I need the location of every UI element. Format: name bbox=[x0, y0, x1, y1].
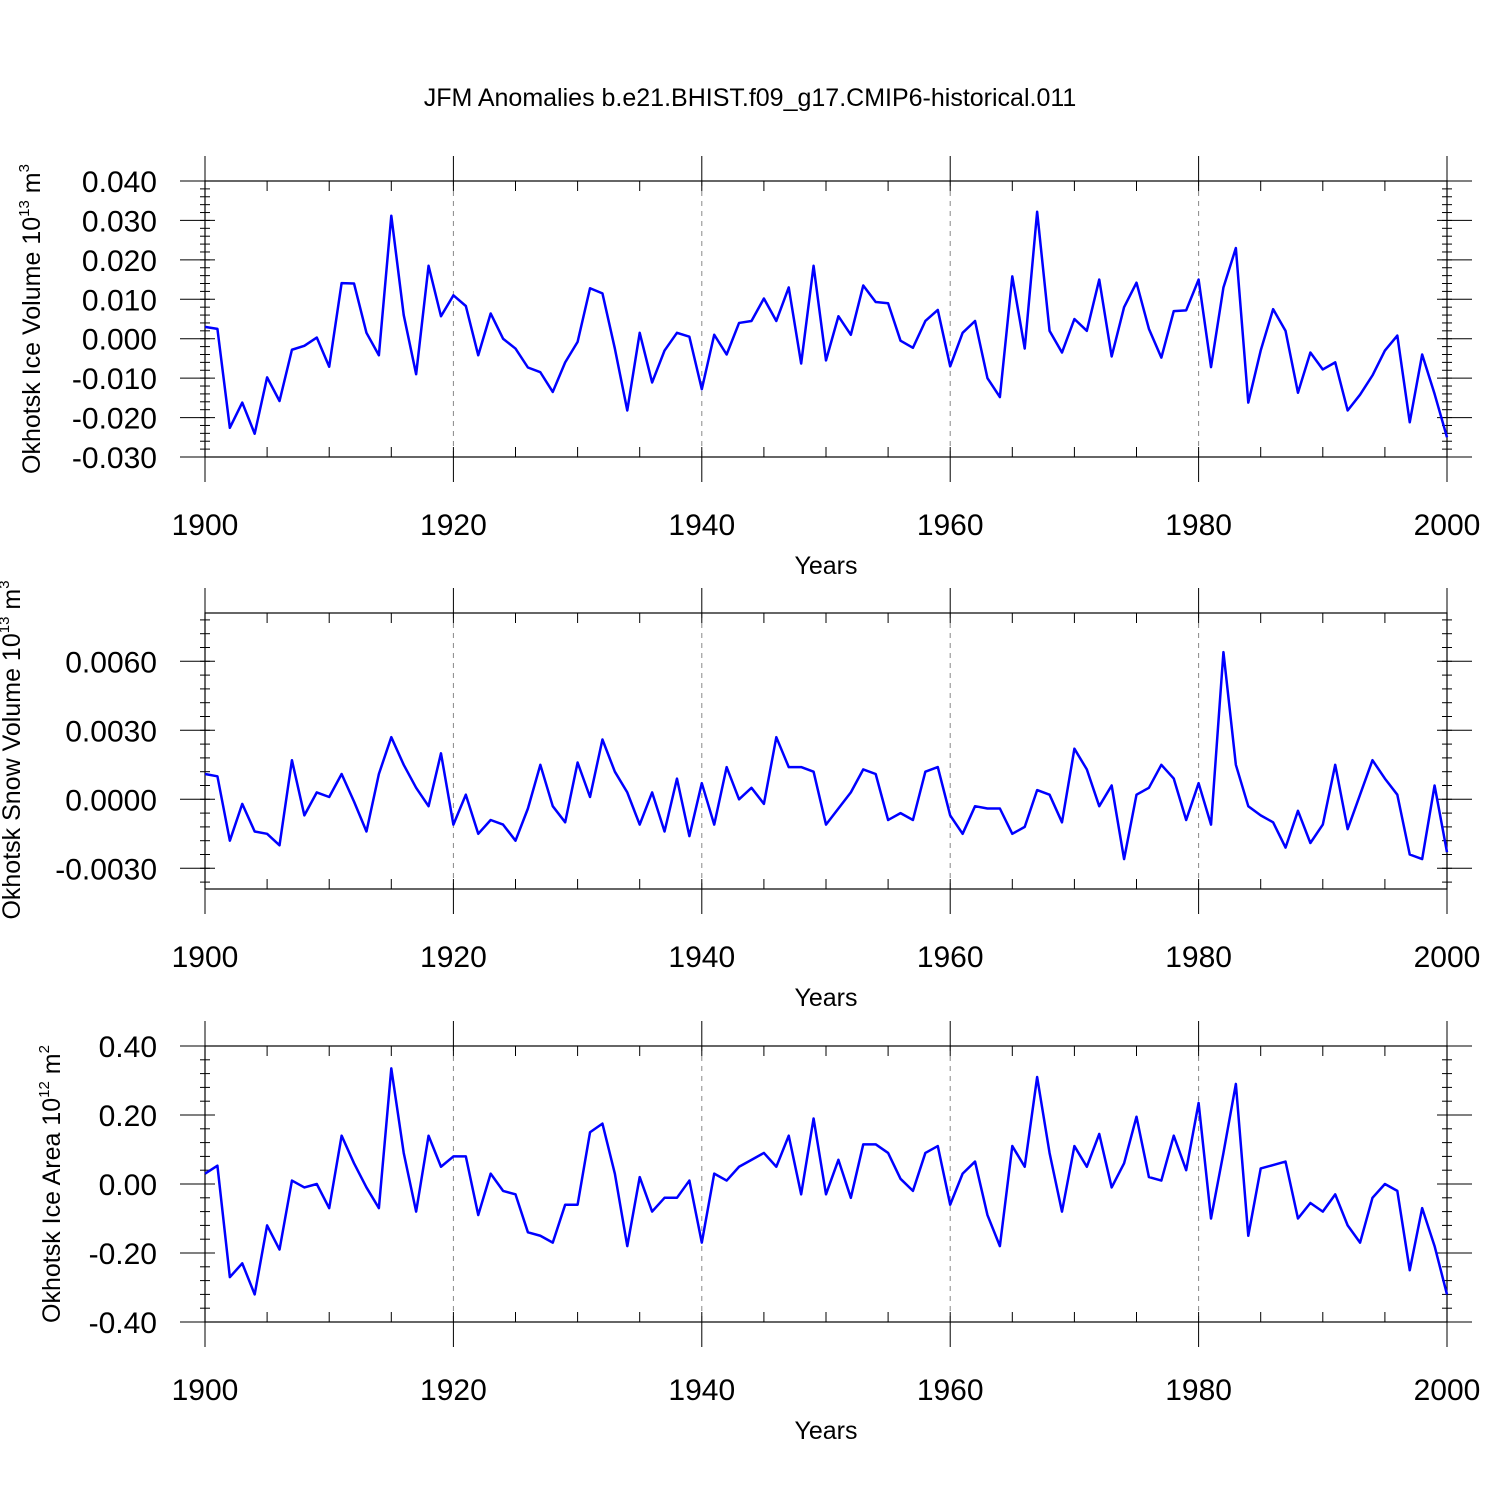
x-axis-label: Years bbox=[794, 984, 857, 1012]
panel-ice-area: 1900 1920 1940 1960 1980 2000 -0.40 -0.20 0.00 0.… bbox=[36, 1021, 1480, 1445]
panel-ice-volume: 1900 1920 1940 1960 1980 2000 -0.030 -0.020 -0.0… bbox=[16, 156, 1480, 580]
y-tick-label: 0.40 bbox=[99, 1031, 157, 1064]
x-tick-label: 1900 bbox=[172, 1374, 239, 1407]
x-axis-label: Years bbox=[794, 1417, 857, 1445]
y-tick-label: -0.20 bbox=[89, 1238, 157, 1271]
y-tick-label: -0.0030 bbox=[55, 853, 157, 886]
y-tick-label: 0.0000 bbox=[65, 784, 157, 817]
x-tick-label: 1940 bbox=[668, 509, 735, 542]
x-tick-label: 1940 bbox=[668, 1374, 735, 1407]
x-tick-label: 1980 bbox=[1165, 941, 1232, 974]
y-tick-label: 0.00 bbox=[99, 1169, 157, 1202]
y-tick-label: 0.030 bbox=[82, 205, 157, 238]
x-tick-label: 2000 bbox=[1414, 1374, 1481, 1407]
y-tick-label: 0.010 bbox=[82, 284, 157, 317]
x-tick-label: 1920 bbox=[420, 1374, 487, 1407]
y-tick-label: 0.0030 bbox=[65, 715, 157, 748]
y-tick-label: 0.040 bbox=[82, 166, 157, 199]
x-tick-label: 1920 bbox=[420, 941, 487, 974]
x-tick-label: 1920 bbox=[420, 509, 487, 542]
figure-title: JFM Anomalies b.e21.BHIST.f09_g17.CMIP6-… bbox=[424, 84, 1077, 112]
x-tick-label: 2000 bbox=[1414, 941, 1481, 974]
y-tick-label: -0.010 bbox=[72, 363, 157, 396]
x-axis-label: Years bbox=[794, 552, 857, 580]
y-tick-label: -0.030 bbox=[72, 442, 157, 475]
x-tick-label: 1900 bbox=[172, 509, 239, 542]
x-tick-label: 1960 bbox=[917, 1374, 984, 1407]
series-line-ice-volume bbox=[204, 210, 1449, 438]
y-axis-label: Okhotsk Ice Volume 1013 m3 bbox=[16, 164, 46, 474]
series-line-ice-area bbox=[204, 1067, 1449, 1296]
x-tick-label: 1960 bbox=[917, 941, 984, 974]
y-tick-label: 0.000 bbox=[82, 324, 157, 357]
y-tick-label: 0.20 bbox=[99, 1100, 157, 1133]
x-tick-label: 1980 bbox=[1165, 1374, 1232, 1407]
x-tick-label: 2000 bbox=[1414, 509, 1481, 542]
y-axis-label: Okhotsk Snow Volume 1013 m3 bbox=[0, 580, 26, 919]
x-tick-label: 1900 bbox=[172, 941, 239, 974]
x-tick-label: 1940 bbox=[668, 941, 735, 974]
x-tick-label: 1980 bbox=[1165, 509, 1232, 542]
x-tick-label: 1960 bbox=[917, 509, 984, 542]
series-line-snow-volume bbox=[204, 650, 1449, 861]
y-tick-label: 0.0060 bbox=[65, 646, 157, 679]
y-tick-label: 0.020 bbox=[82, 245, 157, 278]
y-tick-label: -0.020 bbox=[72, 403, 157, 436]
panel-snow-volume: 1900 1920 1940 1960 1980 2000 -0.0030 0.0000 0.0… bbox=[0, 580, 1480, 1012]
y-axis-label: Okhotsk Ice Area 1012 m2 bbox=[36, 1045, 66, 1323]
y-tick-label: -0.40 bbox=[89, 1307, 157, 1340]
